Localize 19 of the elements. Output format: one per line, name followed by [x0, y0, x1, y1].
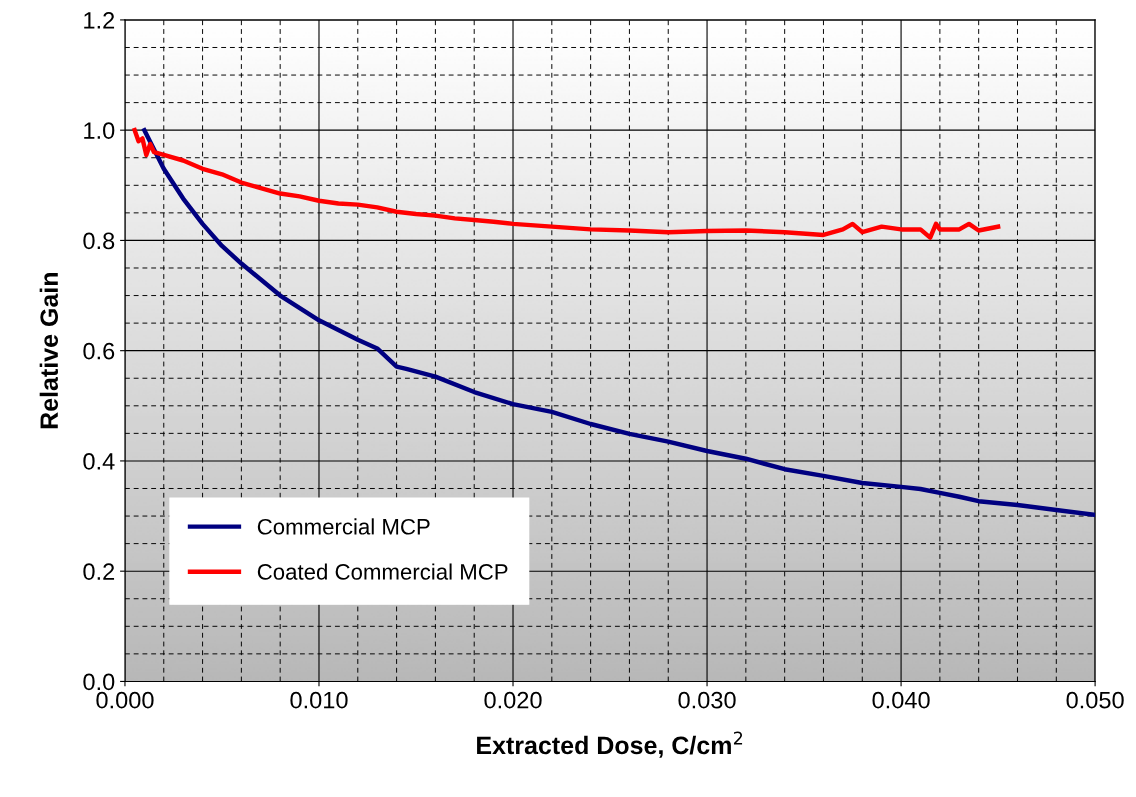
y-tick-label: 1.0 — [84, 122, 115, 139]
legend-label: Coated Commercial MCP — [257, 563, 508, 580]
x-tick-label: 0.020 — [484, 691, 542, 709]
y-tick-label: 0.8 — [83, 232, 115, 250]
x-tick-label: 0.030 — [678, 691, 736, 709]
y-axis-title: Relative Gain — [39, 273, 59, 429]
y-tick-label: 0.4 — [83, 453, 115, 470]
y-tick-label: 0.0 — [83, 673, 115, 691]
y-tick-label: 1.2 — [84, 11, 115, 29]
y-tick-label: 0.6 — [83, 342, 115, 360]
x-tick-label: 0.010 — [290, 691, 348, 709]
line-series — [132, 127, 1001, 240]
x-tick-label: 0.050 — [1066, 691, 1124, 709]
x-tick-label: 0.040 — [872, 691, 930, 709]
y-tick-label: 0.2 — [83, 563, 115, 580]
line-series — [142, 127, 1096, 518]
x-axis-title: Extracted Dose, C/cm$^{2}$ — [477, 731, 743, 758]
x-tick-label: 0.000 — [96, 691, 154, 709]
legend-label: Commercial MCP — [257, 518, 430, 535]
